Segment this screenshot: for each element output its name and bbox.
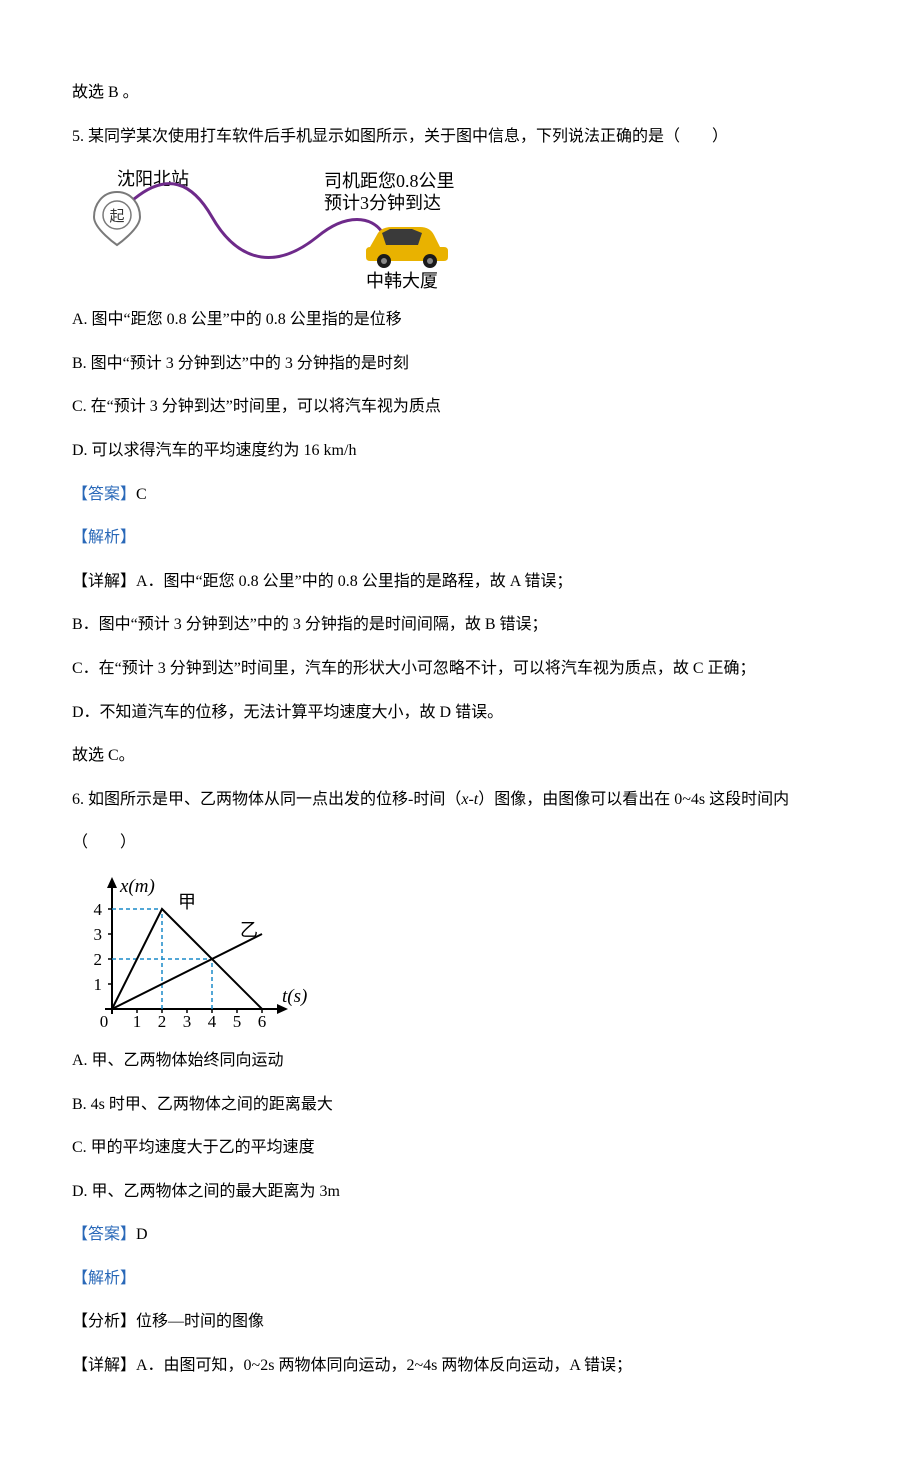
q5-option-d: D. 可以求得汽车的平均速度约为 16 km/h	[72, 438, 848, 464]
q6-stem-var: x-t	[461, 791, 478, 808]
q5-option-b: B. 图中“预计 3 分钟到达”中的 3 分钟指的是时刻	[72, 351, 848, 377]
yi-label: 乙	[240, 920, 258, 940]
x-tick-0: 0	[100, 1012, 109, 1031]
q6-option-d: D. 甲、乙两物体之间的最大距离为 3m	[72, 1179, 848, 1205]
x-ticks: 0 1 2 3 4 5 6	[100, 1009, 267, 1031]
x-tick-3: 3	[183, 1012, 192, 1031]
q6-answer-value: D	[136, 1226, 148, 1243]
q6-detail-a: 【详解】A．由图可知，0~2s 两物体同向运动，2~4s 两物体反向运动，A 错…	[72, 1353, 848, 1379]
y-ticks: 1 2 3 4	[94, 900, 113, 994]
y-axis-label: x(m)	[119, 876, 155, 897]
q6-option-c: C. 甲的平均速度大于乙的平均速度	[72, 1135, 848, 1161]
q5-figure: 沈阳北站 起 司机距您0.8公里 预计3分钟到达 中韩大厦	[72, 167, 848, 293]
y-tick-2: 2	[94, 950, 103, 969]
q6-stem-part2: ）图像，由图像可以看出在 0~4s 这段时间内	[478, 791, 789, 808]
q5-answer-label: 【答案】	[72, 486, 136, 503]
x-tick-5: 5	[233, 1012, 242, 1031]
q5-answer: 【答案】C	[72, 482, 848, 508]
q5-detail-b: B．图中“预计 3 分钟到达”中的 3 分钟指的是时间间隔，故 B 错误；	[72, 612, 848, 638]
q5-option-a: A. 图中“距您 0.8 公里”中的 0.8 公里指的是位移	[72, 307, 848, 333]
q5-detail-a: 【详解】A．图中“距您 0.8 公里”中的 0.8 公里指的是路程，故 A 错误…	[72, 569, 848, 595]
q5-detail-d: D．不知道汽车的位移，无法计算平均速度大小，故 D 错误。	[72, 700, 848, 726]
q6-fenxi: 【分析】位移—时间的图像	[72, 1309, 848, 1335]
q6-stem-blank: （ ）	[72, 830, 848, 856]
eta-text: 预计3分钟到达	[324, 193, 441, 213]
y-tick-1: 1	[94, 975, 103, 994]
car-location-label: 中韩大厦	[366, 271, 438, 291]
q6-stem-part1: 6. 如图所示是甲、乙两物体从同一点出发的位移-时间（	[72, 791, 461, 808]
q6-figure: 1 2 3 4 0 1 2 3 4 5 6	[72, 874, 848, 1034]
q6-option-a: A. 甲、乙两物体始终同向运动	[72, 1048, 848, 1074]
q5-conclusion: 故选 C。	[72, 743, 848, 769]
q5-answer-value: C	[136, 486, 147, 503]
jia-label: 甲	[178, 892, 196, 912]
car-icon	[366, 227, 448, 268]
q5-stem: 5. 某同学某次使用打车软件后手机显示如图所示，关于图中信息，下列说法正确的是（…	[72, 124, 848, 150]
q6-stem: 6. 如图所示是甲、乙两物体从同一点出发的位移-时间（x-t）图像，由图像可以看…	[72, 787, 848, 813]
q6-analysis-label-text: 【解析】	[72, 1270, 136, 1287]
driver-distance-text: 司机距您0.8公里	[324, 171, 455, 191]
prev-conclusion: 故选 B 。	[72, 80, 848, 106]
y-tick-4: 4	[94, 900, 103, 919]
yi-line	[112, 934, 262, 1009]
q6-answer-label: 【答案】	[72, 1226, 136, 1243]
start-pin-icon: 起	[94, 192, 140, 245]
x-tick-1: 1	[133, 1012, 142, 1031]
q6-answer: 【答案】D	[72, 1222, 848, 1248]
q5-option-c: C. 在“预计 3 分钟到达”时间里，可以将汽车视为质点	[72, 394, 848, 420]
q5-analysis-label: 【解析】	[72, 525, 848, 551]
y-axis-arrow-icon	[107, 877, 117, 888]
q6-analysis-label: 【解析】	[72, 1266, 848, 1292]
q5-analysis-label-text: 【解析】	[72, 529, 136, 546]
q6-svg: 1 2 3 4 0 1 2 3 4 5 6	[72, 874, 312, 1034]
q5-svg: 沈阳北站 起 司机距您0.8公里 预计3分钟到达 中韩大厦	[72, 167, 492, 293]
x-tick-6: 6	[258, 1012, 267, 1031]
x-axis-label: t(s)	[282, 986, 307, 1007]
q6-option-b: B. 4s 时甲、乙两物体之间的距离最大	[72, 1092, 848, 1118]
dash-lines	[112, 909, 212, 1009]
x-tick-2: 2	[158, 1012, 167, 1031]
x-tick-4: 4	[208, 1012, 217, 1031]
y-tick-3: 3	[94, 925, 103, 944]
q5-detail-c: C．在“预计 3 分钟到达”时间里，汽车的形状大小可忽略不计，可以将汽车视为质点…	[72, 656, 848, 682]
pin-marker-text: 起	[109, 208, 124, 225]
